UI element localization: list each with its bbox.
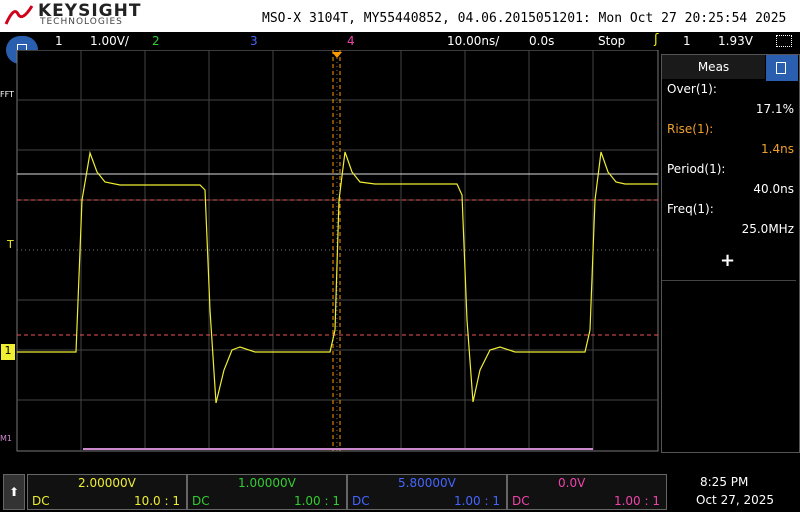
softkey-toggle[interactable]: ⬆ (3, 474, 25, 510)
channel-offset: 0.0V (558, 476, 586, 490)
channel-box[interactable]: 2.00000V DC 10.0 : 1 (27, 474, 187, 510)
ch3-label: 3 (250, 34, 258, 48)
fft-marker: FFT (0, 90, 14, 99)
measurement-value: 17.1% (755, 102, 794, 116)
measurement-label: Period(1): (667, 162, 726, 176)
ch1-scale: 1.00V/ (90, 34, 129, 48)
measurement-value: 1.4ns (761, 142, 794, 156)
divider (662, 280, 796, 281)
channel-coupling: DC (192, 494, 210, 508)
channel-box[interactable]: 0.0V DC 1.00 : 1 (507, 474, 667, 510)
add-measurement[interactable]: + (720, 250, 736, 271)
channel-box[interactable]: 1.00000V DC 1.00 : 1 (187, 474, 347, 510)
logo-icon (4, 5, 34, 25)
measurement-value: 25.0MHz (741, 222, 794, 236)
channel-probe: 1.00 : 1 (613, 494, 660, 508)
ch1-marker: 1 (1, 344, 15, 360)
brand: KEYSIGHT (38, 1, 142, 21)
channel-probe: 10.0 : 1 (133, 494, 180, 508)
brand-sub: TECHNOLOGIES (40, 17, 123, 27)
meas-tab[interactable]: Meas (662, 55, 765, 79)
math-marker: M1 (0, 434, 12, 443)
clock-time: 8:25 PM (700, 475, 749, 489)
trigger-edge-icon: ʃ (654, 32, 659, 47)
channel-probe: 1.00 : 1 (453, 494, 500, 508)
channel-offset: 1.00000V (238, 476, 296, 490)
channel-coupling: DC (352, 494, 370, 508)
header-bar (0, 0, 800, 32)
channel-coupling: DC (512, 494, 530, 508)
meas-menu-button[interactable] (766, 55, 798, 81)
channel-offset: 5.80000V (398, 476, 456, 490)
channel-coupling: DC (32, 494, 50, 508)
channel-probe: 1.00 : 1 (293, 494, 340, 508)
ch4-label: 4 (347, 34, 355, 48)
trigger-marker: T (7, 238, 14, 251)
channel-offset: 2.00000V (78, 476, 136, 490)
delay: 0.0s (529, 34, 555, 48)
timebase: 10.00ns/ (447, 34, 500, 48)
measurement-label: Freq(1): (667, 202, 714, 216)
acquire-icon (776, 35, 792, 47)
trigger-source: 1 (683, 34, 691, 48)
ch1-label: 1 (55, 34, 63, 48)
instrument-title: MSO-X 3104T, MY55440852, 04.06.201505120… (262, 11, 787, 26)
trigger-level: 1.93V (718, 34, 753, 48)
ch2-label: 2 (152, 34, 160, 48)
measurement-label: Rise(1): (667, 122, 714, 136)
side-panel (661, 54, 800, 453)
run-state: Stop (598, 34, 626, 48)
ch1-waveform (17, 150, 658, 404)
measurement-value: 40.0ns (753, 182, 794, 196)
clock-date: Oct 27, 2025 (696, 493, 774, 507)
measurement-label: Over(1): (667, 82, 717, 96)
graticule (16, 50, 659, 452)
channel-box[interactable]: 5.80000V DC 1.00 : 1 (347, 474, 507, 510)
